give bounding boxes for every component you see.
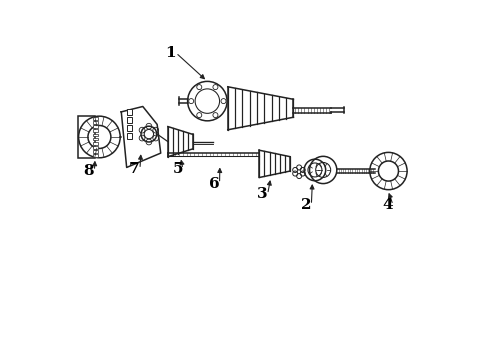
Bar xyxy=(127,133,132,139)
Bar xyxy=(93,150,98,153)
Bar xyxy=(78,116,95,158)
Circle shape xyxy=(213,85,218,90)
Text: 3: 3 xyxy=(257,187,268,201)
Text: 6: 6 xyxy=(209,177,220,190)
Circle shape xyxy=(189,99,194,104)
Circle shape xyxy=(197,85,202,90)
Circle shape xyxy=(221,99,226,104)
Circle shape xyxy=(197,113,202,118)
Bar xyxy=(93,117,98,120)
Bar xyxy=(127,117,132,123)
Text: 7: 7 xyxy=(129,162,140,176)
Bar xyxy=(93,138,98,140)
Bar xyxy=(93,154,98,157)
Bar xyxy=(93,134,98,136)
Polygon shape xyxy=(122,107,161,167)
Bar xyxy=(127,109,132,115)
Circle shape xyxy=(213,113,218,118)
Bar xyxy=(93,146,98,149)
Text: 5: 5 xyxy=(172,162,183,176)
Bar xyxy=(93,125,98,128)
Text: 2: 2 xyxy=(301,198,311,212)
Bar xyxy=(127,125,132,131)
Bar xyxy=(93,142,98,145)
Text: 4: 4 xyxy=(382,198,393,212)
Bar xyxy=(93,121,98,124)
Bar xyxy=(93,129,98,132)
Text: 8: 8 xyxy=(84,164,94,178)
Text: 1: 1 xyxy=(165,46,176,60)
